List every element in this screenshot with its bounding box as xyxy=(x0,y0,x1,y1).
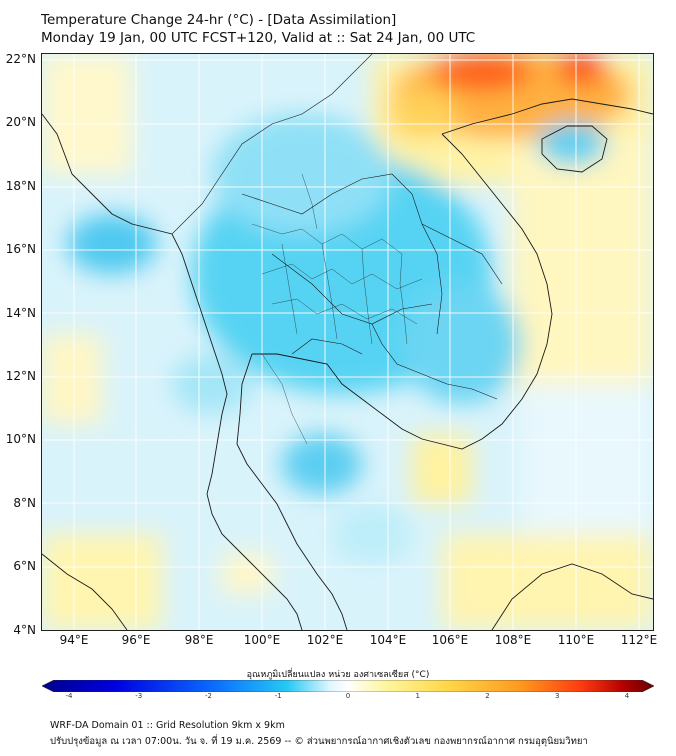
colorbar-tick: -4 xyxy=(65,692,73,700)
graticule xyxy=(42,54,653,630)
coastlines xyxy=(42,98,653,630)
colorbar-tick: 4 xyxy=(624,692,630,700)
colorbar-tick: -2 xyxy=(205,692,212,700)
footer-domain-info: WRF-DA Domain 01 :: Grid Resolution 9km … xyxy=(50,720,285,731)
lat-label: 18°N xyxy=(5,179,36,193)
country-borders xyxy=(171,54,503,400)
colorbar-tick: -3 xyxy=(135,692,143,700)
temperature-change-map xyxy=(41,53,654,631)
lon-label: 110°E xyxy=(557,633,595,647)
colorbar xyxy=(42,680,654,692)
map-subtitle: Monday 19 Jan, 00 UTC FCST+120, Valid at… xyxy=(41,30,476,46)
lon-label: 98°E xyxy=(184,633,214,647)
lat-label: 8°N xyxy=(13,496,36,510)
footer-update-info: ปรับปรุงข้อมูล ณ เวลา 07:00น. วัน จ. ที่… xyxy=(50,736,588,747)
lon-label: 102°E xyxy=(306,633,344,647)
lon-label: 104°E xyxy=(369,633,407,647)
colorbar-tick: 2 xyxy=(485,692,490,700)
lat-label: 20°N xyxy=(5,115,36,129)
lat-label: 6°N xyxy=(13,559,36,573)
lat-label: 16°N xyxy=(5,242,36,256)
lon-label: 96°E xyxy=(121,633,151,647)
colorbar-title: อุณหภูมิเปลี่ยนแปลง หน่วย องศาเซลเซียส (… xyxy=(246,670,430,680)
lon-label: 106°E xyxy=(431,633,469,647)
colorbar-tick: 3 xyxy=(555,692,560,700)
colorbar-tick: 1 xyxy=(415,692,420,700)
map-title: Temperature Change 24-hr (°C) - [Data As… xyxy=(41,12,397,28)
temperature-field xyxy=(42,54,653,630)
lat-label: 22°N xyxy=(5,52,36,66)
lat-label: 10°N xyxy=(5,432,36,446)
lon-label: 100°E xyxy=(243,633,281,647)
provincial-borders xyxy=(251,173,423,445)
lat-label: 4°N xyxy=(13,623,36,637)
colorbar-tick: 0 xyxy=(345,692,351,700)
lon-label: 108°E xyxy=(494,633,532,647)
lon-label: 112°E xyxy=(620,633,658,647)
lat-label: 12°N xyxy=(5,369,36,383)
lon-label: 94°E xyxy=(59,633,89,647)
lat-label: 14°N xyxy=(5,306,36,320)
colorbar-tick: -1 xyxy=(274,692,282,700)
